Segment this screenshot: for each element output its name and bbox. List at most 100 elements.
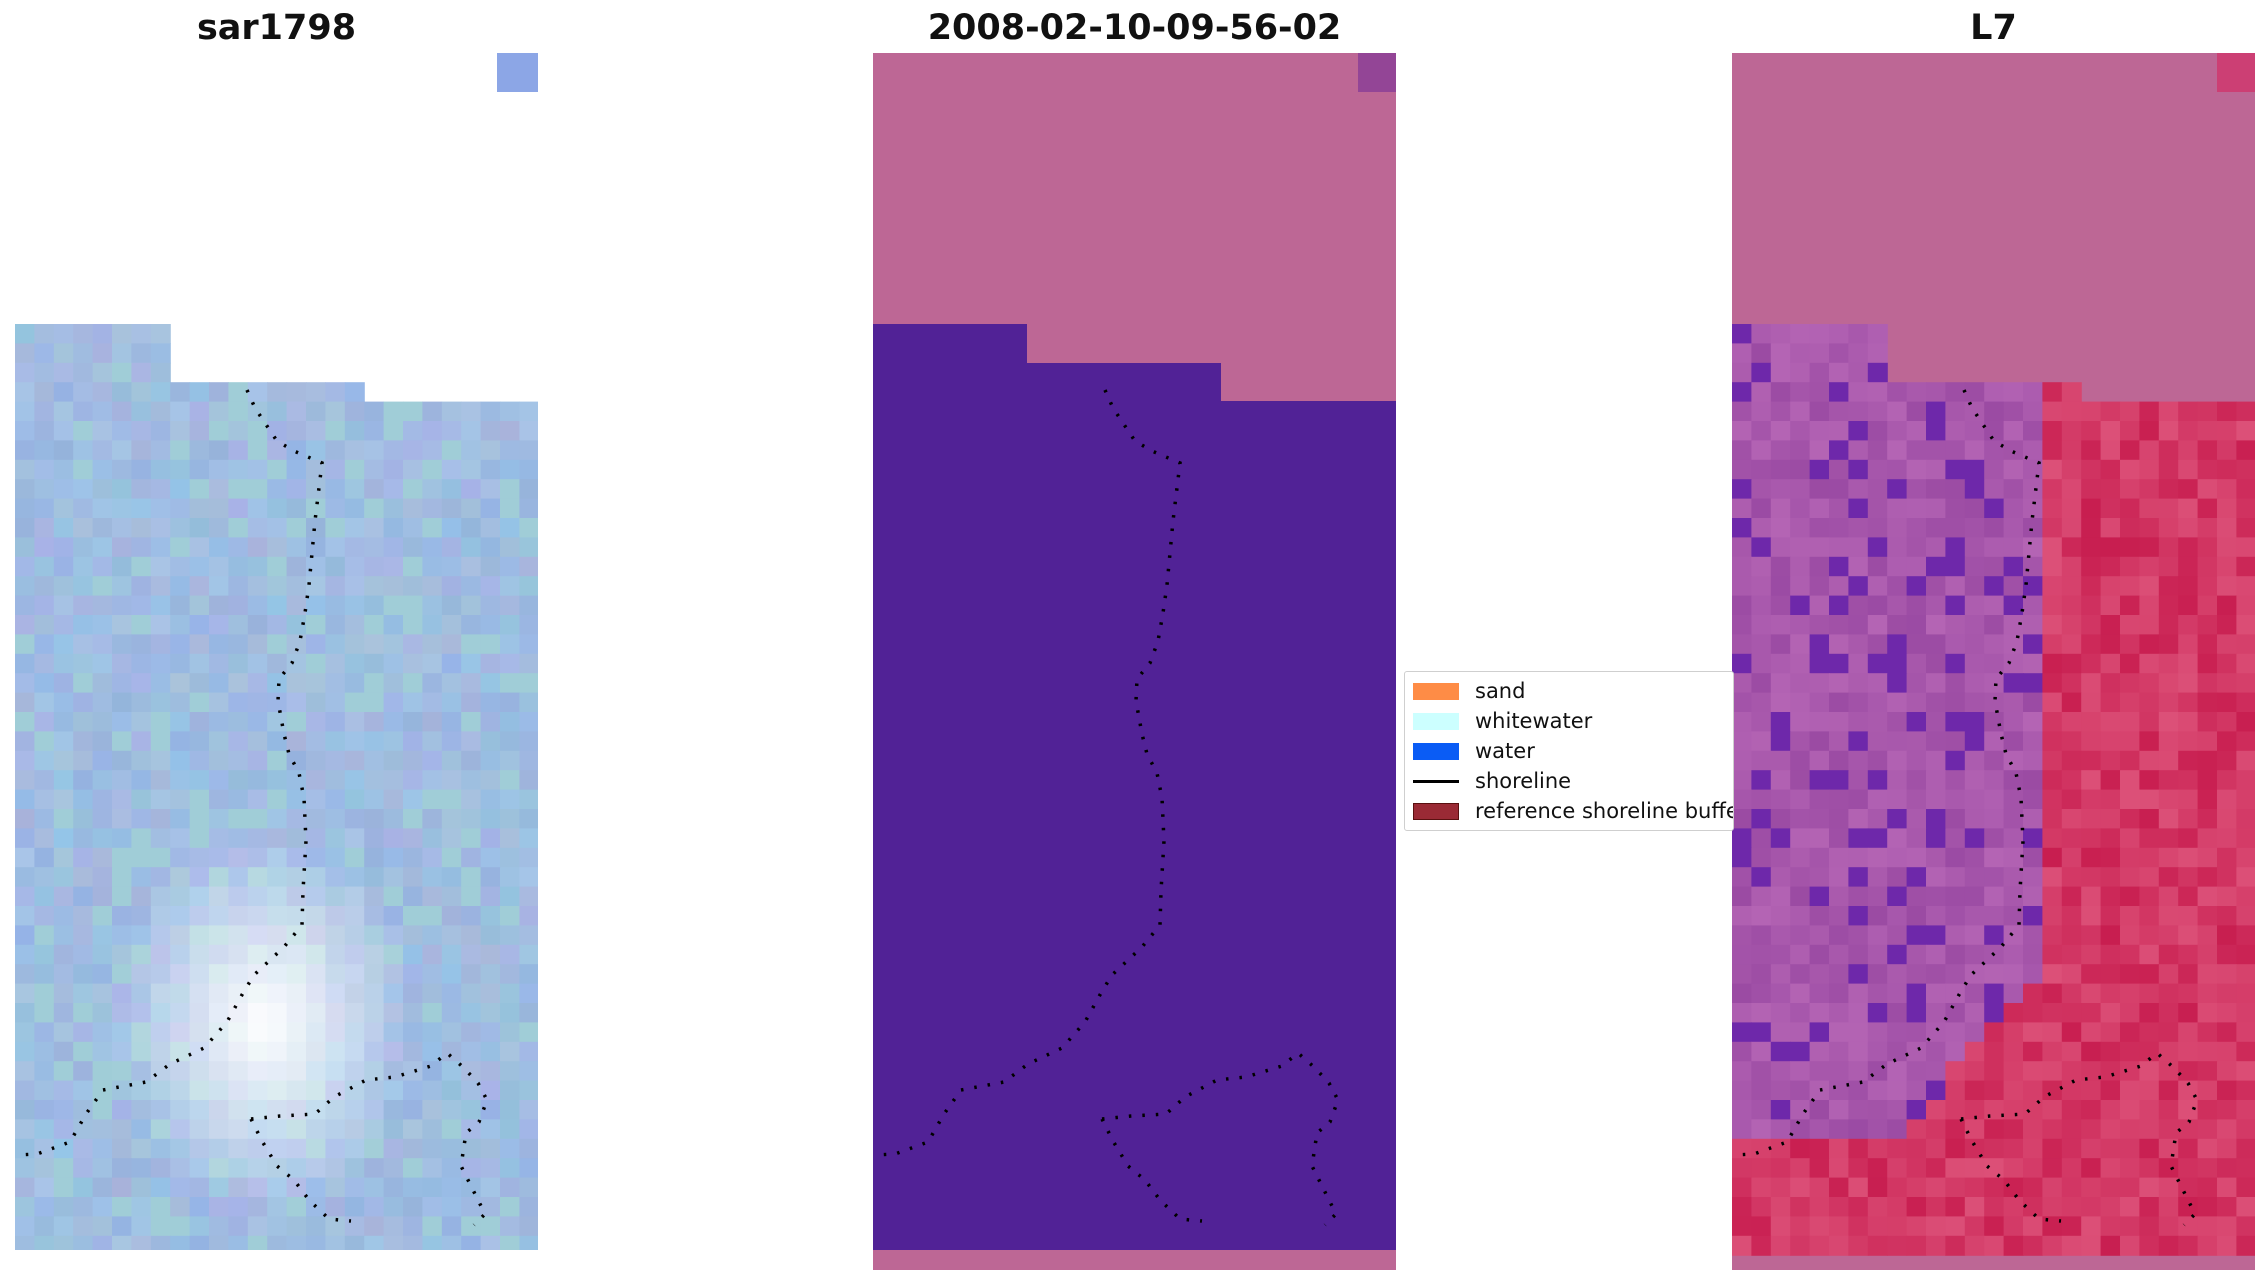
index-pixel xyxy=(2158,906,2179,926)
index-pixel xyxy=(2120,576,2140,597)
index-pixel xyxy=(2023,382,2043,403)
index-pixel xyxy=(1945,440,1966,461)
rgb-pixel xyxy=(422,634,443,655)
rgb-pixel xyxy=(170,1080,191,1101)
rgb-pixel xyxy=(34,1235,55,1250)
index-pixel xyxy=(2139,886,2160,907)
index-pixel xyxy=(2139,1022,2160,1043)
index-pixel xyxy=(1984,1100,2005,1120)
index-pixel xyxy=(1906,634,1927,655)
index-pixel xyxy=(1751,1041,1772,1062)
index-pixel xyxy=(1732,1197,1752,1217)
rgb-pixel xyxy=(228,382,249,403)
rgb-pixel xyxy=(286,731,307,752)
index-pixel xyxy=(2217,634,2237,655)
rgb-pixel xyxy=(519,634,538,655)
index-pixel xyxy=(1809,673,1830,694)
index-pixel xyxy=(2236,906,2255,926)
index-pixel xyxy=(1770,867,1791,888)
index-pixel xyxy=(1926,983,1946,1004)
index-pixel xyxy=(1770,1197,1791,1217)
rgb-pixel xyxy=(422,401,443,422)
index-pixel xyxy=(2100,401,2121,422)
index-pixel xyxy=(1751,498,1772,519)
rgb-pixel xyxy=(247,440,268,461)
rgb-pixel xyxy=(73,673,94,694)
index-pixel xyxy=(2061,1216,2082,1237)
rgb-pixel xyxy=(286,1003,307,1023)
index-pixel xyxy=(1926,1197,1946,1217)
rgb-pixel xyxy=(53,382,74,403)
index-pixel xyxy=(1751,324,1772,344)
index-pixel xyxy=(1964,1041,1985,1062)
rgb-pixel xyxy=(228,653,249,674)
index-pixel xyxy=(1887,944,1908,965)
rgb-pixel xyxy=(131,712,152,732)
index-pixel xyxy=(2217,925,2237,946)
index-pixel xyxy=(1984,498,2005,519)
rgb-pixel xyxy=(131,692,152,713)
rgb-pixel xyxy=(364,1197,385,1217)
index-pixel xyxy=(1809,1003,1830,1023)
index-pixel xyxy=(2042,692,2063,713)
rgb-pixel xyxy=(228,1216,249,1237)
index-pixel xyxy=(1751,1003,1772,1023)
index-pixel xyxy=(2003,401,2024,422)
rgb-pixel xyxy=(189,615,210,635)
rgb-pixel xyxy=(267,459,288,480)
rgb-pixel xyxy=(15,1100,35,1120)
rgb-pixel xyxy=(131,886,152,907)
index-pixel xyxy=(2236,1158,2255,1179)
rgb-pixel xyxy=(34,421,55,441)
index-pixel xyxy=(2178,615,2199,635)
rgb-pixel xyxy=(170,1138,191,1159)
rgb-pixel xyxy=(383,1022,404,1043)
index-pixel xyxy=(2158,421,2179,441)
rgb-pixel xyxy=(441,1100,462,1120)
rgb-pixel xyxy=(461,459,482,480)
rgb-pixel xyxy=(500,401,520,422)
rgb-pixel xyxy=(189,634,210,655)
rgb-pixel xyxy=(286,964,307,985)
rgb-pixel xyxy=(325,944,346,965)
rgb-pixel xyxy=(170,944,191,965)
index-pixel xyxy=(2236,1080,2255,1101)
rgb-pixel xyxy=(267,731,288,752)
rgb-pixel xyxy=(92,459,113,480)
rgb-pixel xyxy=(383,925,404,946)
index-pixel xyxy=(2236,1022,2255,1043)
index-pixel xyxy=(2042,1197,2063,1217)
index-pixel xyxy=(2081,1119,2102,1140)
index-pixel xyxy=(1867,673,1888,694)
index-pixel xyxy=(2100,1080,2121,1101)
index-pixel xyxy=(1926,634,1946,655)
rgb-pixel xyxy=(170,828,191,849)
rgb-pixel xyxy=(53,1197,74,1217)
rgb-pixel xyxy=(461,983,482,1004)
index-pixel xyxy=(2120,615,2140,635)
rgb-pixel xyxy=(189,731,210,752)
rgb-pixel xyxy=(131,1235,152,1250)
rgb-pixel xyxy=(422,964,443,985)
index-pixel xyxy=(2139,750,2160,771)
rgb-pixel xyxy=(344,556,365,577)
rgb-pixel xyxy=(441,750,462,771)
index-pixel xyxy=(2236,828,2255,849)
legend-line-shoreline xyxy=(1413,779,1459,783)
rgb-pixel xyxy=(286,1041,307,1062)
index-pixel xyxy=(1809,789,1830,810)
rgb-pixel xyxy=(112,809,132,829)
index-pixel xyxy=(1984,867,2005,888)
index-pixel xyxy=(1906,401,1927,422)
index-pixel xyxy=(2197,576,2218,597)
index-pixel xyxy=(2236,925,2255,946)
rgb-pixel xyxy=(519,1138,538,1159)
rgb-pixel xyxy=(364,518,385,538)
rgb-pixel xyxy=(170,537,191,558)
legend-label-sand: sand xyxy=(1475,679,1526,703)
rgb-pixel xyxy=(247,653,268,674)
rgb-pixel xyxy=(15,518,35,538)
index-pixel xyxy=(1809,886,1830,907)
index-pixel xyxy=(2100,886,2121,907)
rgb-pixel xyxy=(519,809,538,829)
